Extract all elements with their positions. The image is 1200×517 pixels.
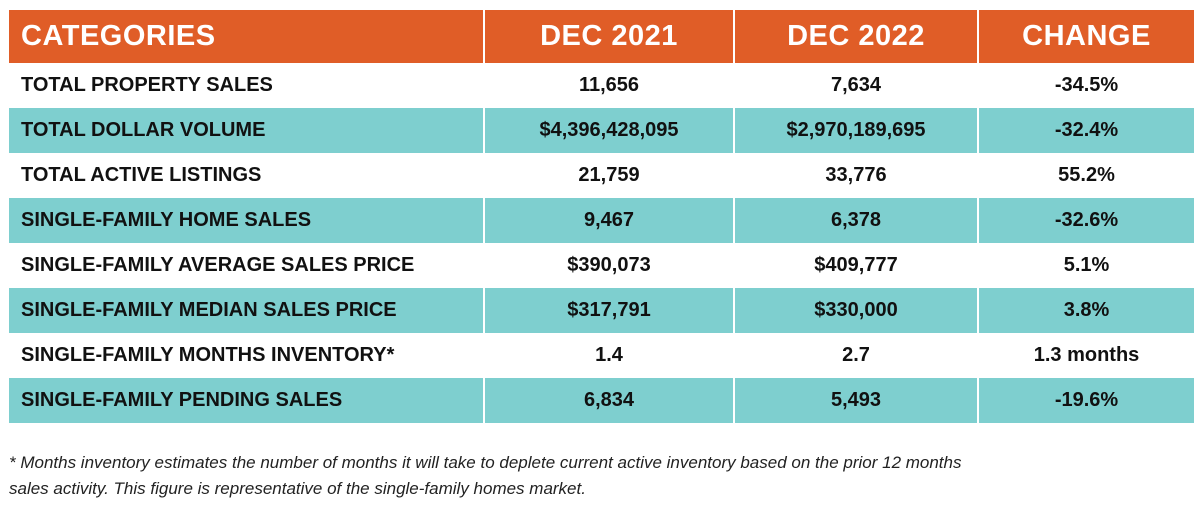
row-category: SINGLE-FAMILY MEDIAN SALES PRICE	[9, 288, 485, 333]
row-dec-2022-value: 33,776	[734, 153, 979, 198]
row-category: TOTAL ACTIVE LISTINGS	[9, 153, 485, 198]
row-dec-2022-value: $330,000	[734, 288, 979, 333]
table-row: SINGLE-FAMILY MEDIAN SALES PRICE $317,79…	[9, 288, 1194, 333]
table-row: SINGLE-FAMILY MONTHS INVENTORY* 1.4 2.7 …	[9, 333, 1194, 378]
table-row: TOTAL PROPERTY SALES 11,656 7,634 -34.5%	[9, 63, 1194, 108]
row-change-value: -34.5%	[978, 63, 1194, 108]
row-change-value: -32.6%	[978, 198, 1194, 243]
row-dec-2021-value: 11,656	[484, 63, 735, 108]
row-change-value: -19.6%	[978, 378, 1194, 423]
row-category: SINGLE-FAMILY HOME SALES	[9, 198, 485, 243]
row-category: TOTAL DOLLAR VOLUME	[9, 108, 485, 153]
row-dec-2022-value: 2.7	[734, 333, 979, 378]
row-change-value: 1.3 months	[978, 333, 1194, 378]
row-dec-2021-value: $4,396,428,095	[484, 108, 735, 153]
footnote-line-1: * Months inventory estimates the number …	[9, 453, 962, 472]
row-dec-2022-value: 5,493	[734, 378, 979, 423]
row-change-value: -32.4%	[978, 108, 1194, 153]
row-dec-2021-value: 6,834	[484, 378, 735, 423]
row-dec-2022-value: 6,378	[734, 198, 979, 243]
row-change-value: 3.8%	[978, 288, 1194, 333]
row-dec-2022-value: $2,970,189,695	[734, 108, 979, 153]
row-dec-2021-value: $390,073	[484, 243, 735, 288]
table-row: TOTAL ACTIVE LISTINGS 21,759 33,776 55.2…	[9, 153, 1194, 198]
row-category: SINGLE-FAMILY MONTHS INVENTORY*	[9, 333, 485, 378]
row-change-value: 5.1%	[978, 243, 1194, 288]
row-dec-2021-value: 1.4	[484, 333, 735, 378]
header-categories: CATEGORIES	[9, 10, 485, 63]
table-row: SINGLE-FAMILY HOME SALES 9,467 6,378 -32…	[9, 198, 1194, 243]
table-row: SINGLE-FAMILY PENDING SALES 6,834 5,493 …	[9, 378, 1194, 423]
row-change-value: 55.2%	[978, 153, 1194, 198]
table-header-row: CATEGORIES DEC 2021 DEC 2022 CHANGE	[9, 10, 1194, 63]
row-dec-2021-value: 21,759	[484, 153, 735, 198]
table-row: SINGLE-FAMILY AVERAGE SALES PRICE $390,0…	[9, 243, 1194, 288]
footnote: * Months inventory estimates the number …	[9, 450, 1194, 502]
market-stats-table-container: CATEGORIES DEC 2021 DEC 2022 CHANGE TOTA…	[9, 10, 1194, 423]
row-dec-2022-value: $409,777	[734, 243, 979, 288]
header-dec-2021: DEC 2021	[484, 10, 735, 63]
row-dec-2022-value: 7,634	[734, 63, 979, 108]
market-stats-table: CATEGORIES DEC 2021 DEC 2022 CHANGE TOTA…	[9, 10, 1194, 423]
table-row: TOTAL DOLLAR VOLUME $4,396,428,095 $2,97…	[9, 108, 1194, 153]
header-dec-2022: DEC 2022	[734, 10, 979, 63]
row-category: SINGLE-FAMILY AVERAGE SALES PRICE	[9, 243, 485, 288]
header-change: CHANGE	[978, 10, 1194, 63]
row-category: SINGLE-FAMILY PENDING SALES	[9, 378, 485, 423]
row-dec-2021-value: 9,467	[484, 198, 735, 243]
footnote-line-2: sales activity. This figure is represent…	[9, 479, 586, 498]
row-category: TOTAL PROPERTY SALES	[9, 63, 485, 108]
row-dec-2021-value: $317,791	[484, 288, 735, 333]
